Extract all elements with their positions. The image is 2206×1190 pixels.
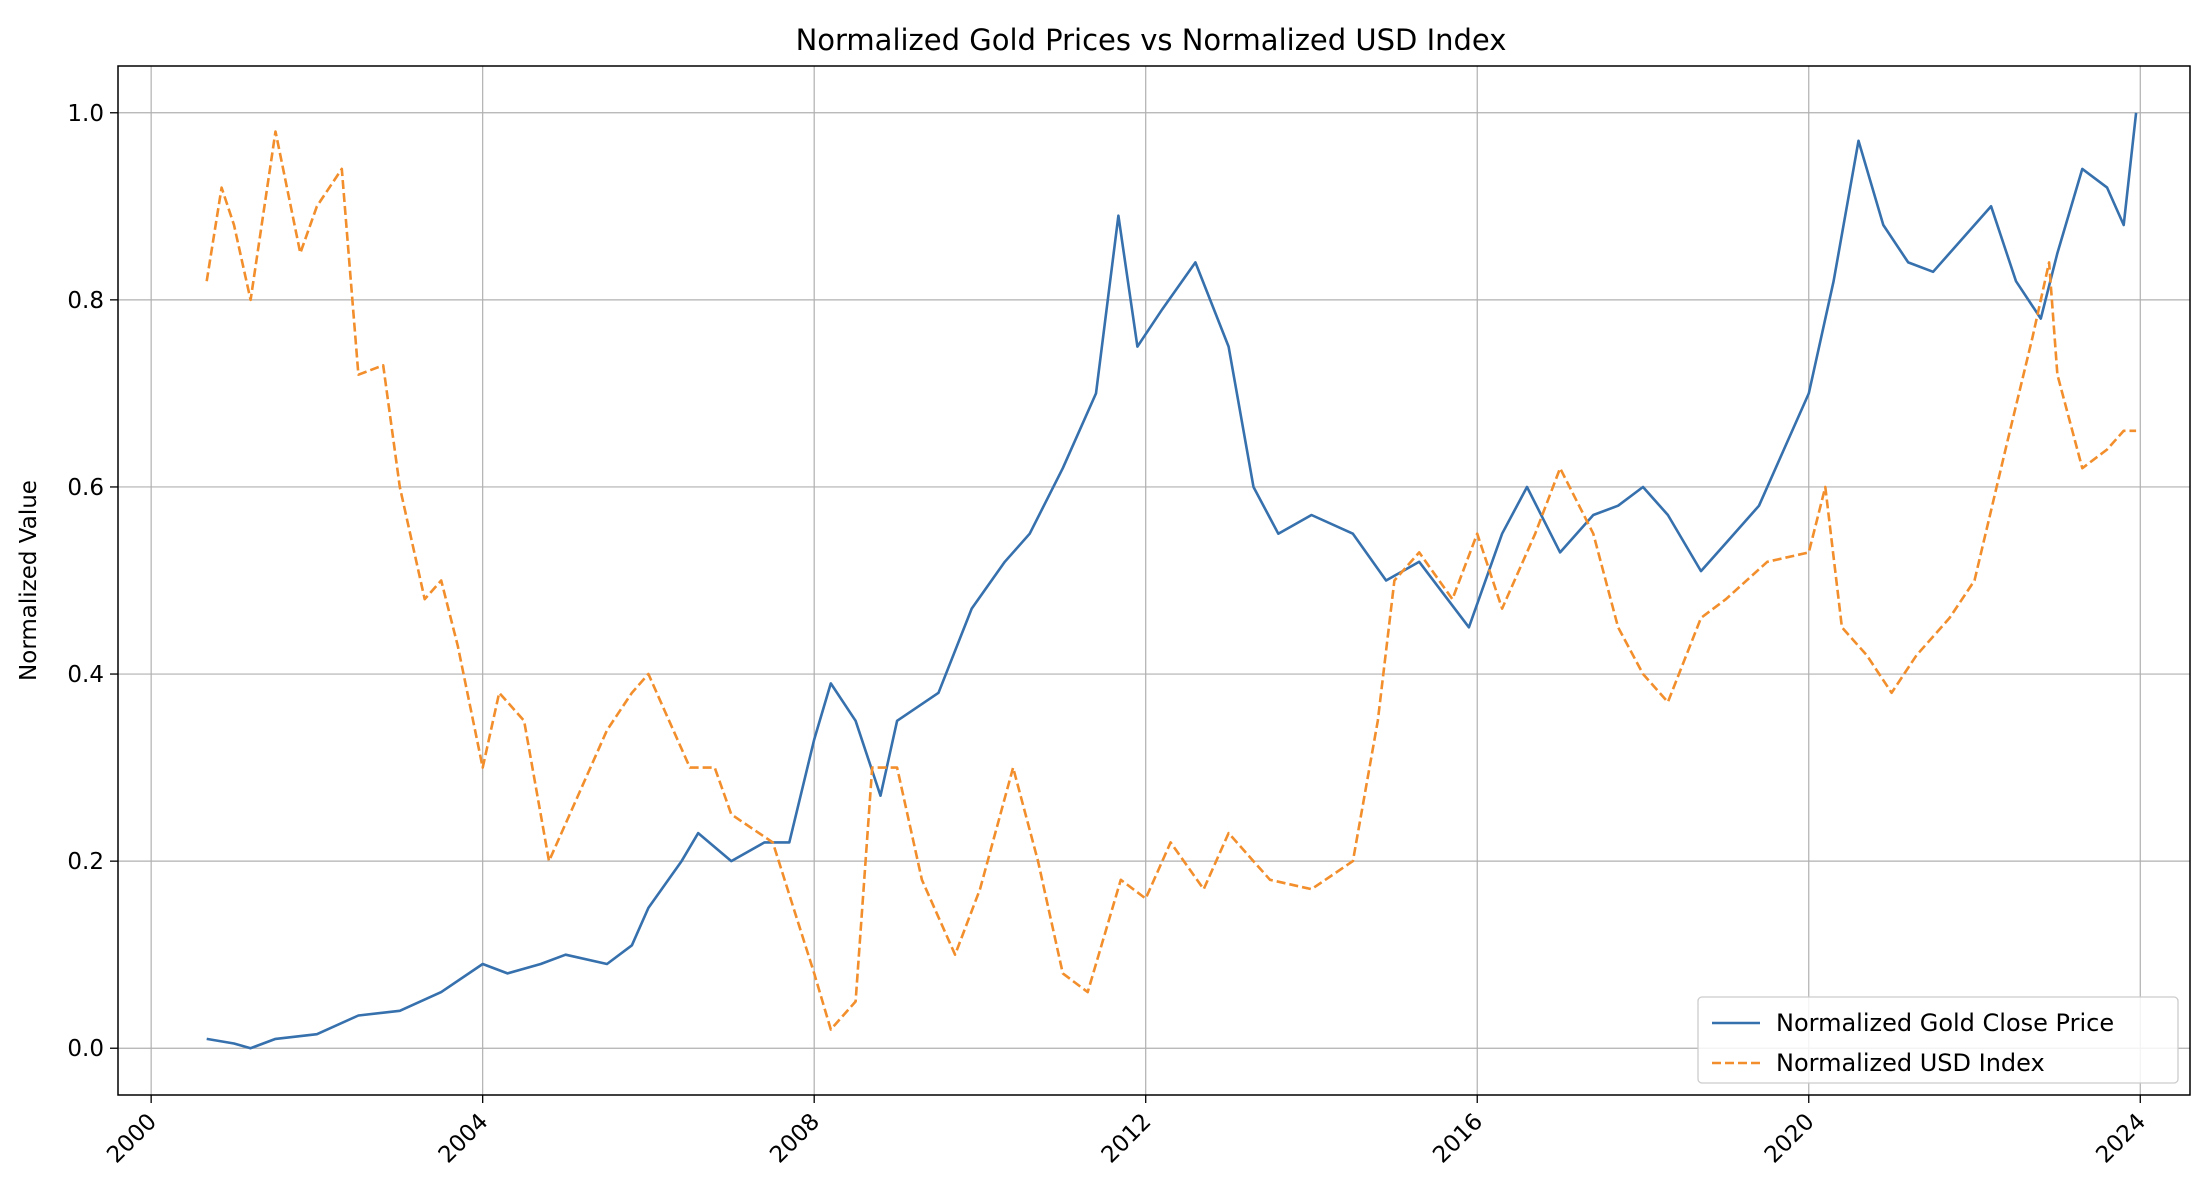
plot-area bbox=[117, 65, 2191, 1096]
legend-box bbox=[1697, 996, 2179, 1084]
series-line-gold bbox=[206, 112, 2138, 1050]
plot-frame bbox=[117, 65, 2191, 1096]
y-tick-label-0.8: 0.8 bbox=[67, 288, 104, 314]
y-tick-label-0.2: 0.2 bbox=[67, 849, 104, 875]
series-layer bbox=[205, 112, 2138, 1050]
legend-label-usd: Normalized USD Index bbox=[1776, 1049, 2045, 1077]
y-tick-label-0.6: 0.6 bbox=[67, 475, 104, 501]
y-axis-label: Normalized Value bbox=[16, 480, 42, 681]
y-tick-label-0.4: 0.4 bbox=[67, 662, 104, 688]
legend-label-gold: Normalized Gold Close Price bbox=[1776, 1009, 2114, 1037]
y-axis: 0.0 0.2 0.4 0.6 0.8 1.0 bbox=[67, 101, 118, 1062]
y-tick-label-0.0: 0.0 bbox=[67, 1036, 104, 1062]
grid-layer bbox=[118, 66, 2190, 1095]
series-line-usd bbox=[205, 130, 2137, 1031]
y-tick-label-1.0: 1.0 bbox=[67, 101, 104, 127]
legend: Normalized Gold Close Price Normalized U… bbox=[1697, 996, 2179, 1084]
chart-title: Normalized Gold Prices vs Normalized USD… bbox=[796, 23, 1507, 57]
